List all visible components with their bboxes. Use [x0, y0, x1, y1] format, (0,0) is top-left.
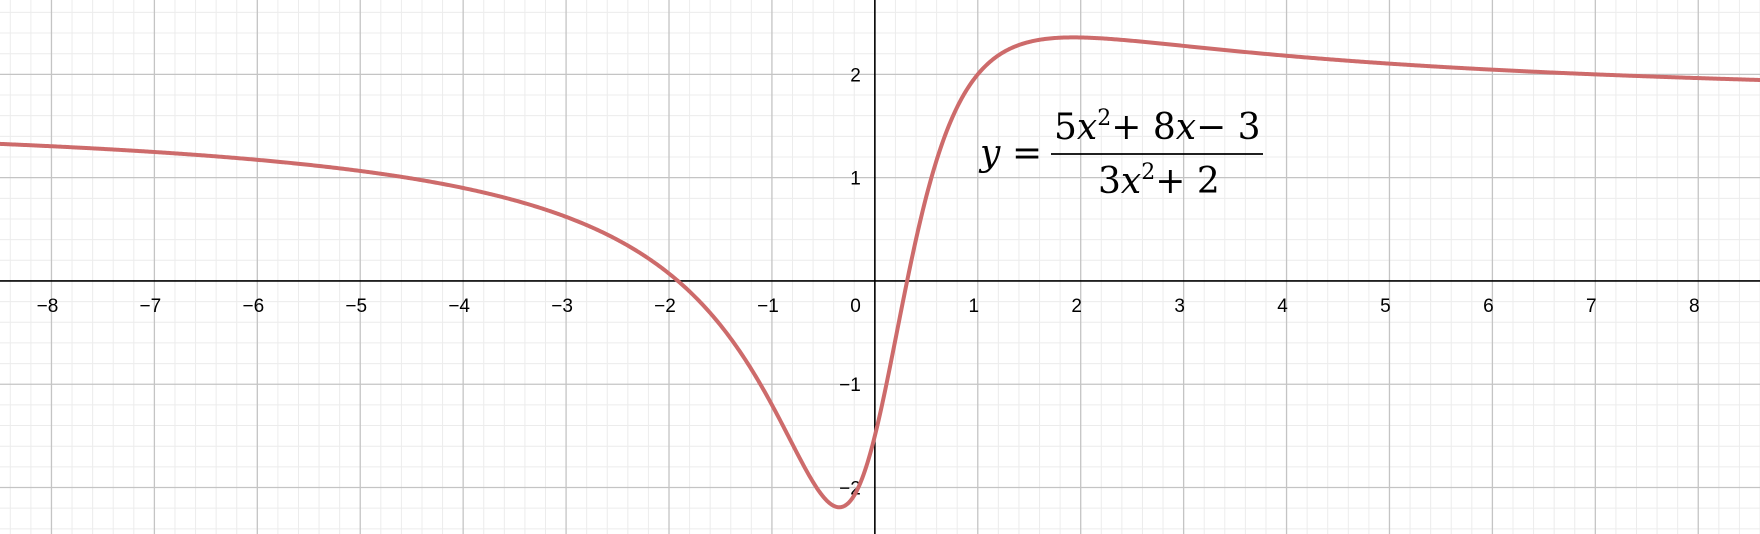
origin-label: 0: [850, 296, 861, 317]
x-tick-label: −2: [654, 296, 676, 317]
num-term-b: + 8: [1111, 107, 1176, 148]
equation-lhs: y: [978, 133, 1001, 174]
y-tick-label: 2: [850, 65, 861, 86]
den-coef-a: 3: [1098, 161, 1121, 202]
y-tick-label: 1: [850, 169, 861, 190]
function-curve: [0, 35, 1760, 510]
x-tick-label: −7: [140, 296, 162, 317]
x-tick-label: 8: [1689, 296, 1700, 317]
x-tick-label: −3: [551, 296, 573, 317]
x-tick-label: 4: [1277, 296, 1288, 317]
x-tick-label: 5: [1380, 296, 1391, 317]
x-tick-label: 6: [1483, 296, 1494, 317]
x-tick-label: 1: [968, 296, 979, 317]
x-tick-label: 2: [1071, 296, 1082, 317]
curves: [0, 35, 1760, 510]
x-tick-label: −1: [757, 296, 779, 317]
den-term-b: + 2: [1155, 161, 1220, 202]
equation-label: y = 5x2+ 8x− 3 3x2+ 2: [978, 106, 1263, 202]
x-tick-label: −6: [242, 296, 264, 317]
x-tick-label: −4: [448, 296, 470, 317]
num-term-c: − 3: [1196, 107, 1261, 148]
equation-equals: =: [1012, 133, 1042, 174]
equation-numerator: 5x2+ 8x− 3: [1054, 106, 1261, 148]
x-tick-label: −8: [37, 296, 59, 317]
den-var-a: x: [1121, 161, 1141, 202]
num-var-a: x: [1077, 107, 1097, 148]
x-tick-label: −5: [345, 296, 367, 317]
x-tick-label: 3: [1174, 296, 1185, 317]
den-exponent: 2: [1141, 160, 1155, 185]
x-tick-label: 7: [1586, 296, 1597, 317]
num-exponent: 2: [1097, 106, 1111, 131]
y-tick-label: −1: [839, 375, 861, 396]
num-var-b: x: [1176, 107, 1196, 148]
num-coef-a: 5: [1054, 107, 1077, 148]
equation-denominator: 3x2+ 2: [1098, 160, 1220, 202]
